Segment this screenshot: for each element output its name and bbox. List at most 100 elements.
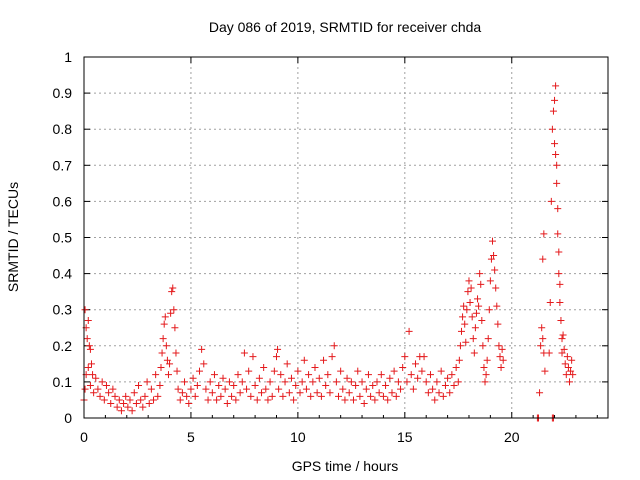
data-point <box>86 382 94 390</box>
data-point <box>217 392 225 400</box>
data-point <box>399 363 407 371</box>
data-point <box>562 371 570 379</box>
data-point <box>174 385 182 393</box>
data-point <box>202 385 210 393</box>
data-point <box>115 396 123 404</box>
data-point <box>552 150 560 158</box>
data-point <box>187 385 195 393</box>
data-point <box>414 374 422 382</box>
y-tick-label: 0.1 <box>53 374 73 390</box>
data-point <box>492 284 500 292</box>
data-point <box>541 367 549 375</box>
data-point <box>433 378 441 386</box>
data-point <box>555 248 563 256</box>
data-point <box>493 302 501 310</box>
data-point <box>143 378 151 386</box>
data-point <box>126 396 134 404</box>
data-point <box>554 230 562 238</box>
data-point <box>405 327 413 335</box>
data-point <box>294 367 302 375</box>
data-point <box>92 374 100 382</box>
data-point <box>167 309 175 317</box>
data-point <box>154 392 162 400</box>
data-point <box>274 345 282 353</box>
axes: 00.10.20.30.40.50.60.70.80.910 5 10 15 20 <box>53 49 608 445</box>
x-tick-label: 15 <box>397 429 413 445</box>
data-point <box>275 385 283 393</box>
data-point <box>491 266 499 274</box>
data-point <box>243 385 251 393</box>
data-point <box>560 345 568 353</box>
data-point <box>494 320 502 328</box>
data-point <box>204 396 212 404</box>
data-point <box>484 335 492 343</box>
data-point <box>166 360 174 368</box>
data-point <box>490 252 498 260</box>
data-point <box>141 392 149 400</box>
data-point <box>326 389 334 397</box>
data-point <box>247 392 255 400</box>
data-point <box>569 371 577 379</box>
data-point <box>558 349 566 357</box>
data-point <box>206 378 214 386</box>
data-point <box>172 349 180 357</box>
data-point <box>401 353 409 361</box>
data-point <box>317 392 325 400</box>
data-point <box>496 353 504 361</box>
data-point <box>360 400 368 408</box>
data-point <box>191 392 199 400</box>
data-point <box>170 306 178 314</box>
data-point <box>466 298 474 306</box>
data-point <box>157 363 165 371</box>
data-point <box>485 306 493 314</box>
data-point <box>159 335 167 343</box>
data-point <box>109 385 117 393</box>
data-point <box>139 403 147 411</box>
data-point <box>309 378 317 386</box>
data-point <box>335 392 343 400</box>
data-point <box>311 363 319 371</box>
data-point <box>557 317 565 325</box>
data-point <box>558 335 566 343</box>
data-point <box>238 378 246 386</box>
data-point <box>281 378 289 386</box>
data-point <box>536 389 544 397</box>
data-point <box>367 392 375 400</box>
data-point <box>120 400 128 408</box>
data-point <box>566 378 574 386</box>
data-point <box>444 374 452 382</box>
data-point <box>475 302 483 310</box>
data-point <box>230 382 238 390</box>
data-point <box>137 396 145 404</box>
y-tick-label: 0.2 <box>53 338 73 354</box>
data-point <box>287 374 295 382</box>
y-tick-label: 0.8 <box>53 121 73 137</box>
data-point <box>150 396 158 404</box>
data-point <box>128 407 136 415</box>
data-point <box>147 385 155 393</box>
data-point <box>539 255 547 263</box>
data-point <box>162 342 170 350</box>
data-point <box>105 389 113 397</box>
data-point <box>420 353 428 361</box>
data-point <box>198 345 206 353</box>
data-point <box>337 367 345 375</box>
data-point <box>556 298 564 306</box>
data-point <box>478 317 486 325</box>
data-point <box>251 382 259 390</box>
data-point <box>474 295 482 303</box>
data-point <box>124 403 132 411</box>
data-point <box>176 396 184 404</box>
data-point <box>545 349 553 357</box>
data-point <box>471 324 479 332</box>
data-point <box>221 385 229 393</box>
data-point <box>431 396 439 404</box>
data-point <box>477 280 485 288</box>
data-point <box>556 280 564 288</box>
data-point <box>96 392 104 400</box>
data-point <box>208 389 216 397</box>
data-point <box>483 356 491 364</box>
data-point <box>111 392 119 400</box>
data-point <box>369 382 377 390</box>
